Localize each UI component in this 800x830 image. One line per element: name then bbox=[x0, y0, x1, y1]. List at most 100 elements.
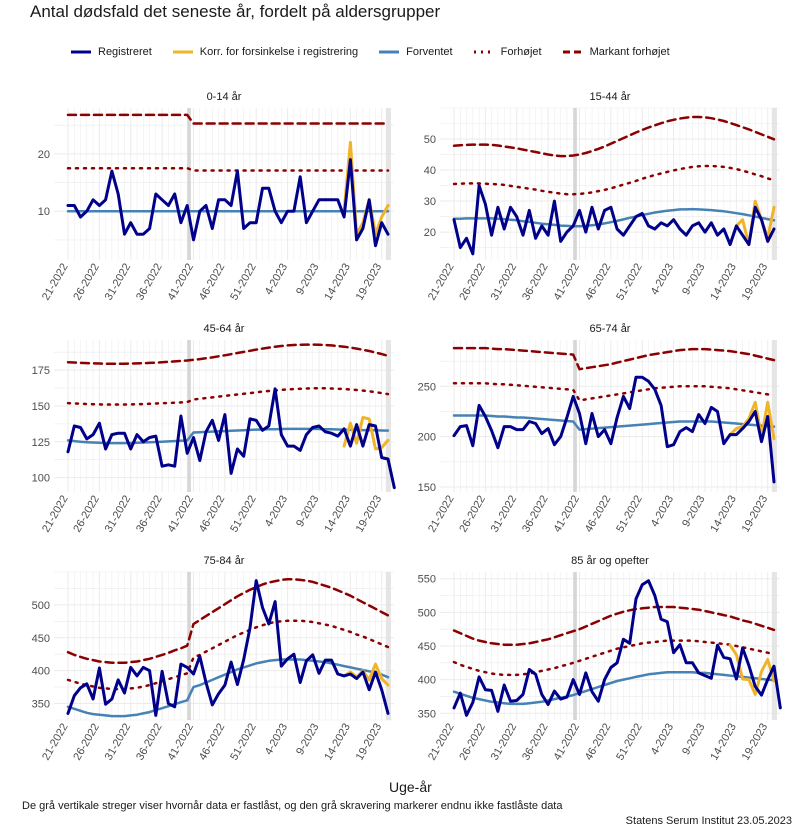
y-tick-label: 200 bbox=[418, 432, 436, 444]
x-tick-label: 31-2022 bbox=[103, 494, 134, 535]
y-tick-label: 350 bbox=[418, 708, 436, 720]
x-tick-label: 31-2022 bbox=[489, 722, 520, 763]
series-forh-jet bbox=[452, 164, 776, 196]
x-tick-label: 21-2022 bbox=[40, 494, 71, 535]
y-tick-label: 20 bbox=[38, 149, 50, 161]
series-forh-jet bbox=[452, 639, 776, 677]
panel-3: 45-64 år 100 125 150 175 21-2022 26-2022 31-202… bbox=[32, 323, 396, 535]
y-tick-label: 450 bbox=[418, 641, 436, 653]
figure-title: Antal dødsfald det seneste år, fordelt p… bbox=[30, 2, 441, 21]
y-tick-label: 250 bbox=[418, 381, 436, 393]
x-tick-label: 51-2022 bbox=[228, 722, 259, 763]
y-tick-label: 125 bbox=[32, 437, 50, 449]
x-tick-label: 36-2022 bbox=[520, 494, 551, 535]
x-tick-label: 4-2023 bbox=[649, 722, 677, 758]
x-tick-label: 36-2022 bbox=[134, 262, 165, 303]
x-tick-label: 46-2022 bbox=[197, 494, 228, 535]
series-markant-forh-jet bbox=[452, 605, 776, 646]
x-tick-label: 46-2022 bbox=[583, 722, 614, 763]
y-tick-label: 550 bbox=[418, 574, 436, 586]
x-tick-label: 14-2023 bbox=[322, 722, 353, 763]
legend-item-korrigeret: Korr. for forsinkelse i registrering bbox=[172, 46, 358, 58]
x-tick-label: 31-2022 bbox=[103, 262, 134, 303]
x-tick-label: 51-2022 bbox=[614, 494, 645, 535]
y-tick-label: 150 bbox=[32, 401, 50, 413]
series-registreret bbox=[66, 158, 390, 248]
x-tick-label: 19-2023 bbox=[740, 722, 771, 763]
x-tick-label: 14-2023 bbox=[708, 494, 739, 535]
x-tick-label: 36-2022 bbox=[134, 494, 165, 535]
x-tick-label: 26-2022 bbox=[457, 494, 488, 535]
x-tick-label: 19-2023 bbox=[354, 494, 385, 535]
x-tick-label: 14-2023 bbox=[708, 262, 739, 303]
x-tick-label: 4-2023 bbox=[649, 494, 677, 530]
panel-title: 75-84 år bbox=[204, 555, 245, 567]
series-forh-jet bbox=[66, 166, 390, 172]
series-markant-forh-jet bbox=[66, 577, 390, 665]
y-tick-label: 500 bbox=[418, 607, 436, 619]
series-registreret bbox=[452, 184, 776, 256]
y-tick-label: 450 bbox=[32, 633, 50, 645]
series-markant-forh-jet bbox=[66, 113, 390, 125]
legend-label: Registreret bbox=[98, 46, 152, 58]
panel-6: 85 år og opefter 350 400 450 500 550 21-2022 26… bbox=[418, 555, 782, 763]
series-forh-jet bbox=[452, 382, 776, 402]
panel-title: 0-14 år bbox=[207, 91, 242, 103]
x-tick-label: 14-2023 bbox=[708, 722, 739, 763]
x-tick-label: 14-2023 bbox=[322, 494, 353, 535]
legend-label: Korr. for forsinkelse i registrering bbox=[199, 46, 359, 58]
legend-swatch-forventet bbox=[379, 50, 400, 54]
x-tick-label: 46-2022 bbox=[197, 722, 228, 763]
y-tick-label: 40 bbox=[424, 165, 436, 177]
unlocked-shading bbox=[385, 108, 391, 260]
legend-label: Markant forhøjet bbox=[589, 46, 670, 58]
x-tick-label: 31-2022 bbox=[103, 722, 134, 763]
series-registreret bbox=[66, 579, 390, 717]
x-tick-label: 9-2023 bbox=[680, 262, 708, 298]
x-tick-label: 21-2022 bbox=[40, 262, 71, 303]
x-tick-label: 19-2023 bbox=[354, 722, 385, 763]
x-tick-label: 21-2022 bbox=[40, 722, 71, 763]
y-tick-label: 30 bbox=[424, 196, 436, 208]
series-markant-forh-jet bbox=[452, 346, 776, 371]
x-tick-label: 46-2022 bbox=[197, 262, 228, 303]
x-tick-label: 19-2023 bbox=[740, 494, 771, 535]
legend-swatch-markant-forhoejet bbox=[562, 50, 583, 54]
series-korr-for-forsinkelse-i-registrering bbox=[728, 643, 776, 696]
x-tick-label: 36-2022 bbox=[520, 722, 551, 763]
x-tick-label: 26-2022 bbox=[71, 262, 102, 303]
x-tick-label: 9-2023 bbox=[294, 262, 322, 298]
x-tick-label: 26-2022 bbox=[71, 494, 102, 535]
x-tick-label: 19-2023 bbox=[740, 262, 771, 303]
panel-4: 65-74 år 150 200 250 21-2022 26-2022 31-2022 36… bbox=[418, 323, 780, 534]
x-tick-label: 4-2023 bbox=[263, 262, 291, 298]
x-tick-label: 4-2023 bbox=[263, 722, 291, 758]
x-tick-label: 46-2022 bbox=[583, 494, 614, 535]
y-tick-label: 150 bbox=[418, 482, 436, 494]
x-tick-label: 51-2022 bbox=[228, 494, 259, 535]
series-registreret bbox=[452, 579, 782, 717]
x-tick-label: 31-2022 bbox=[489, 262, 520, 303]
y-tick-label: 350 bbox=[32, 699, 50, 711]
x-tick-label: 21-2022 bbox=[426, 722, 457, 763]
y-tick-label: 100 bbox=[32, 473, 50, 485]
legend-label: Forventet bbox=[406, 46, 453, 58]
panel-title: 65-74 år bbox=[590, 323, 631, 335]
x-tick-label: 4-2023 bbox=[649, 262, 677, 298]
legend-item-forventet: Forventet bbox=[378, 46, 453, 58]
x-tick-label: 41-2022 bbox=[166, 494, 197, 535]
x-tick-label: 36-2022 bbox=[520, 262, 551, 303]
panel-title: 15-44 år bbox=[590, 91, 631, 103]
series-registreret bbox=[452, 375, 776, 484]
x-tick-label: 26-2022 bbox=[71, 722, 102, 763]
footnote: De grå vertikale streger viser hvornår d… bbox=[22, 800, 563, 812]
panel-2: 15-44 år 20 30 40 50 21-2022 26-2022 31-2022 36-… bbox=[424, 91, 780, 302]
legend-item-markant-forhoejet: Markant forhøjet bbox=[562, 46, 670, 58]
series-registreret bbox=[66, 387, 396, 490]
unlocked-shading bbox=[771, 572, 777, 720]
panel-5: 75-84 år 350 400 450 500 21-2022 26-2022 31-202… bbox=[32, 555, 394, 762]
panel-title: 45-64 år bbox=[204, 323, 245, 335]
series-forh-jet bbox=[66, 387, 390, 406]
x-tick-label: 51-2022 bbox=[228, 262, 259, 303]
